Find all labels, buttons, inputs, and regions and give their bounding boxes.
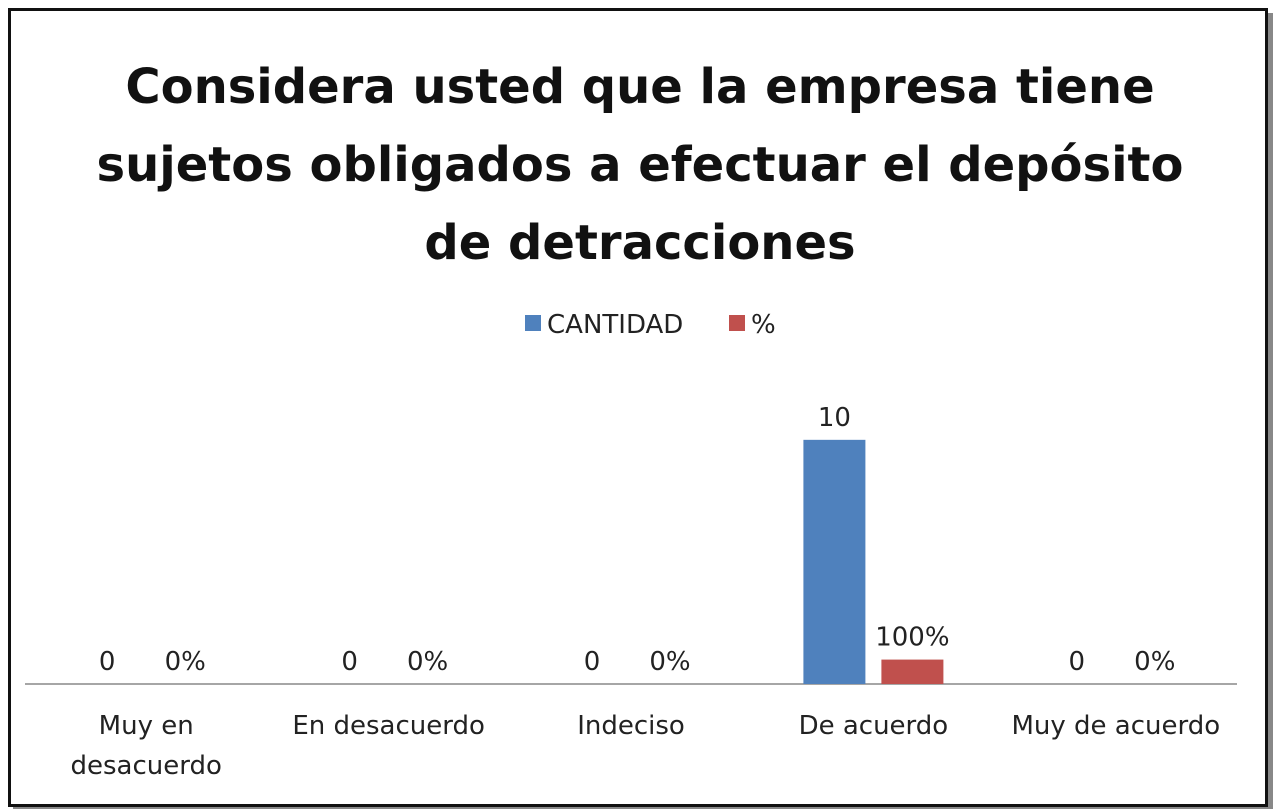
legend-swatch [525,315,541,331]
data-label: 0% [1134,647,1175,677]
data-label: 0 [99,647,116,677]
x-tick-label: De acuerdo [798,711,949,741]
data-label: 0% [165,647,206,677]
data-label: 100% [875,623,949,653]
legend-label: % [751,310,776,340]
data-label: 10 [818,403,851,433]
x-tick-label: En desacuerdo [292,711,485,741]
data-label: 0 [584,647,601,677]
data-label: 0% [649,647,690,677]
bar [881,659,944,684]
data-label: 0% [407,647,448,677]
bar [803,439,866,684]
legend-swatch [729,315,745,331]
x-tick-label: Muy en desacuerdo [70,711,222,781]
legend-label: CANTIDAD [547,310,683,340]
x-tick-label: Indeciso [577,711,685,741]
chart-frame [8,8,1268,807]
chart-title: Considera usted que la empresa tiene suj… [96,59,1184,271]
data-label: 0 [1069,647,1086,677]
x-tick-label: Muy de acuerdo [1011,711,1221,741]
data-label: 0 [341,647,358,677]
